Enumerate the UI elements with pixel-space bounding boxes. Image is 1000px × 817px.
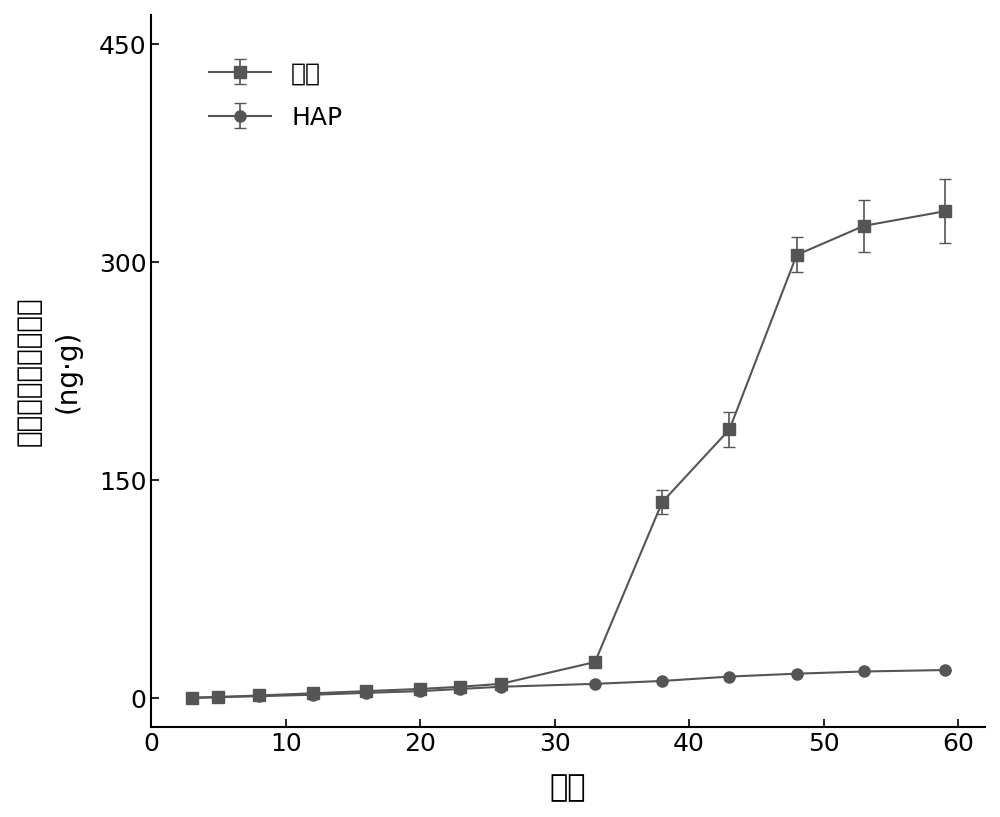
X-axis label: 天数: 天数: [550, 773, 586, 802]
Legend: 对照, HAP: 对照, HAP: [189, 42, 362, 150]
Y-axis label: 氧化亚氮累计排放量
(ng·g): 氧化亚氮累计排放量 (ng·g): [15, 297, 82, 446]
